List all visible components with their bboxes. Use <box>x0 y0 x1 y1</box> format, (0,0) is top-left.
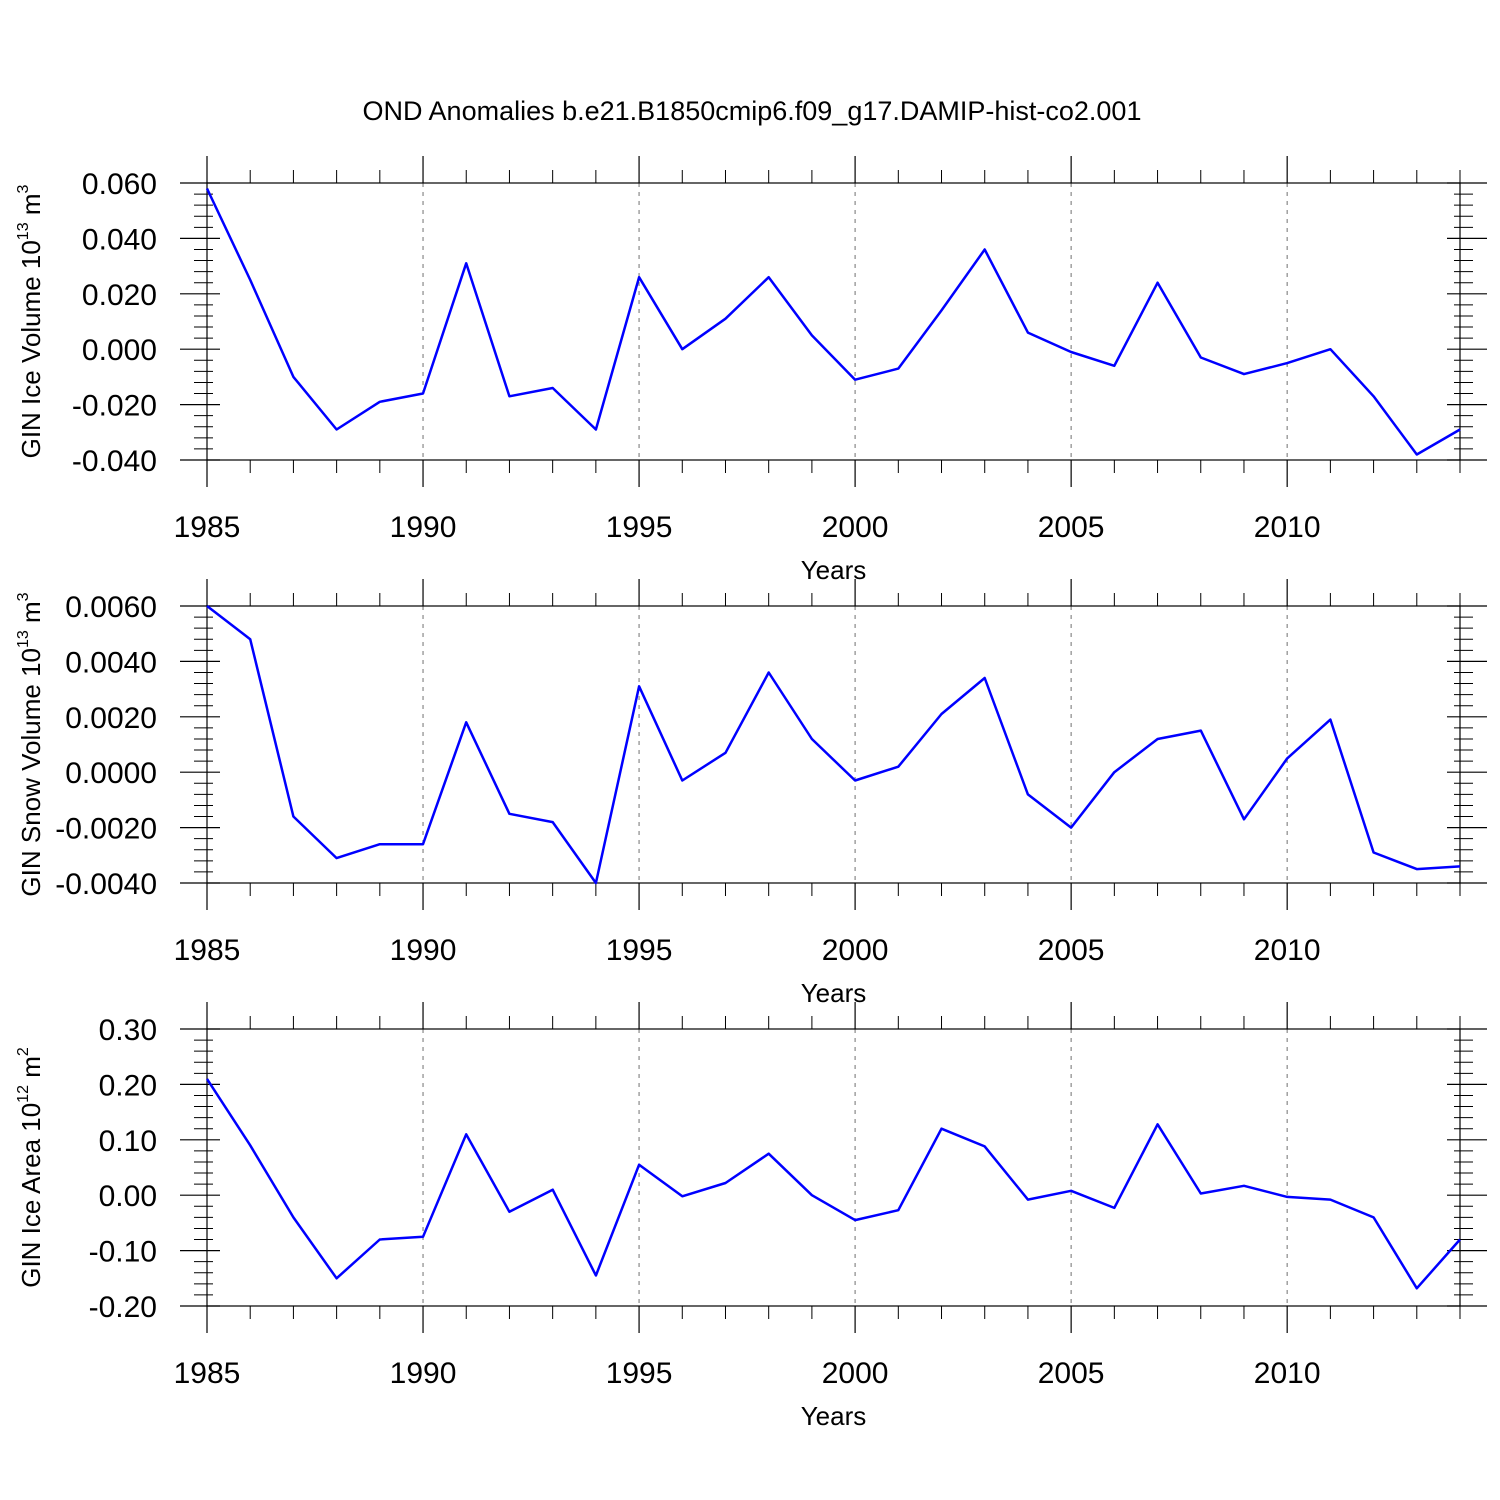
y-axis-title-part: 13 <box>15 630 32 648</box>
x-tick-label: 2000 <box>822 511 889 544</box>
y-tick-label: -0.020 <box>72 390 157 423</box>
x-tick-label: 2010 <box>1254 1357 1321 1390</box>
chart-panel-1: -0.040 -0.020 0.000 0.020 0.040 0.060 1985 1990… <box>15 156 1487 585</box>
y-tick-label: 0.0060 <box>65 591 157 624</box>
y-tick-label: 0.0000 <box>65 757 157 790</box>
x-tick-label: 1995 <box>606 511 673 544</box>
chart-panel-2: -0.0040 -0.0020 0.0000 0.0020 0.0040 0.0060 19… <box>15 579 1487 1008</box>
x-tick-label: 2005 <box>1038 511 1105 544</box>
y-axis-title-part: 12 <box>15 1085 32 1103</box>
y-tick-label: -0.0020 <box>55 813 157 846</box>
y-axis-title-part: m <box>16 601 46 630</box>
x-tick-label: 1990 <box>390 1357 457 1390</box>
x-tick-label: 1985 <box>174 511 241 544</box>
y-axis-title-part: m <box>16 193 46 222</box>
y-tick-label: 0.020 <box>82 279 157 312</box>
x-tick-label: 1990 <box>390 511 457 544</box>
x-tick-label: 2005 <box>1038 934 1105 967</box>
y-axis-title-part: 2 <box>15 1047 32 1056</box>
y-tick-label: 0.30 <box>99 1014 157 1047</box>
y-axis-title-part: m <box>16 1056 46 1085</box>
x-tick-label: 1995 <box>606 1357 673 1390</box>
y-axis-title-part: 13 <box>15 222 32 240</box>
y-tick-label: 0.20 <box>99 1069 157 1102</box>
y-tick-label: -0.10 <box>89 1236 157 1269</box>
chart-panel-3: -0.20 -0.10 0.00 0.10 0.20 0.30 1985 1990 1995 20… <box>15 1002 1487 1431</box>
x-tick-label: 1990 <box>390 934 457 967</box>
series-line <box>205 187 1461 456</box>
panels: -0.040 -0.020 0.000 0.020 0.040 0.060 1985 1990… <box>15 156 1487 1431</box>
y-axis-title-part: 3 <box>15 592 32 601</box>
y-axis-title-part: 3 <box>15 184 32 193</box>
x-tick-label: 1985 <box>174 1357 241 1390</box>
x-axis-title: Years <box>801 978 867 1008</box>
x-tick-label: 2005 <box>1038 1357 1105 1390</box>
y-axis-title-part: GIN Ice Volume 10 <box>16 240 46 458</box>
plot-frame <box>206 1028 1461 1307</box>
x-tick-label: 2000 <box>822 934 889 967</box>
y-tick-label: -0.0040 <box>55 868 157 901</box>
x-tick-label: 1995 <box>606 934 673 967</box>
y-tick-label: -0.040 <box>72 445 157 478</box>
y-tick-label: 0.00 <box>99 1180 157 1213</box>
x-tick-label: 2010 <box>1254 934 1321 967</box>
x-tick-label: 1985 <box>174 934 241 967</box>
plot-frame <box>206 182 1461 461</box>
x-axis-title: Years <box>801 555 867 585</box>
x-tick-label: 2010 <box>1254 511 1321 544</box>
y-tick-label: 0.0020 <box>65 702 157 735</box>
y-axis-title: GIN Ice Area 1012 m2 <box>15 1047 46 1288</box>
series-line <box>205 1078 1461 1290</box>
y-tick-label: 0.000 <box>82 334 157 367</box>
x-tick-label: 2000 <box>822 1357 889 1390</box>
y-axis-title-part: GIN Snow Volume 10 <box>16 648 46 897</box>
y-axis-title-part: GIN Ice Area 10 <box>16 1103 46 1288</box>
y-tick-label: 0.040 <box>82 223 157 256</box>
page-title: OND Anomalies b.e21.B1850cmip6.f09_g17.D… <box>363 96 1142 126</box>
y-tick-label: 0.060 <box>82 168 157 201</box>
y-tick-label: -0.20 <box>89 1291 157 1324</box>
plot-frame <box>206 605 1461 884</box>
x-axis-title: Years <box>801 1401 867 1431</box>
y-axis-title: GIN Ice Volume 1013 m3 <box>15 184 46 458</box>
series-line <box>206 605 1461 885</box>
y-axis-title: GIN Snow Volume 1013 m3 <box>15 592 46 896</box>
y-tick-label: 0.0040 <box>65 646 157 679</box>
y-tick-label: 0.10 <box>99 1125 157 1158</box>
